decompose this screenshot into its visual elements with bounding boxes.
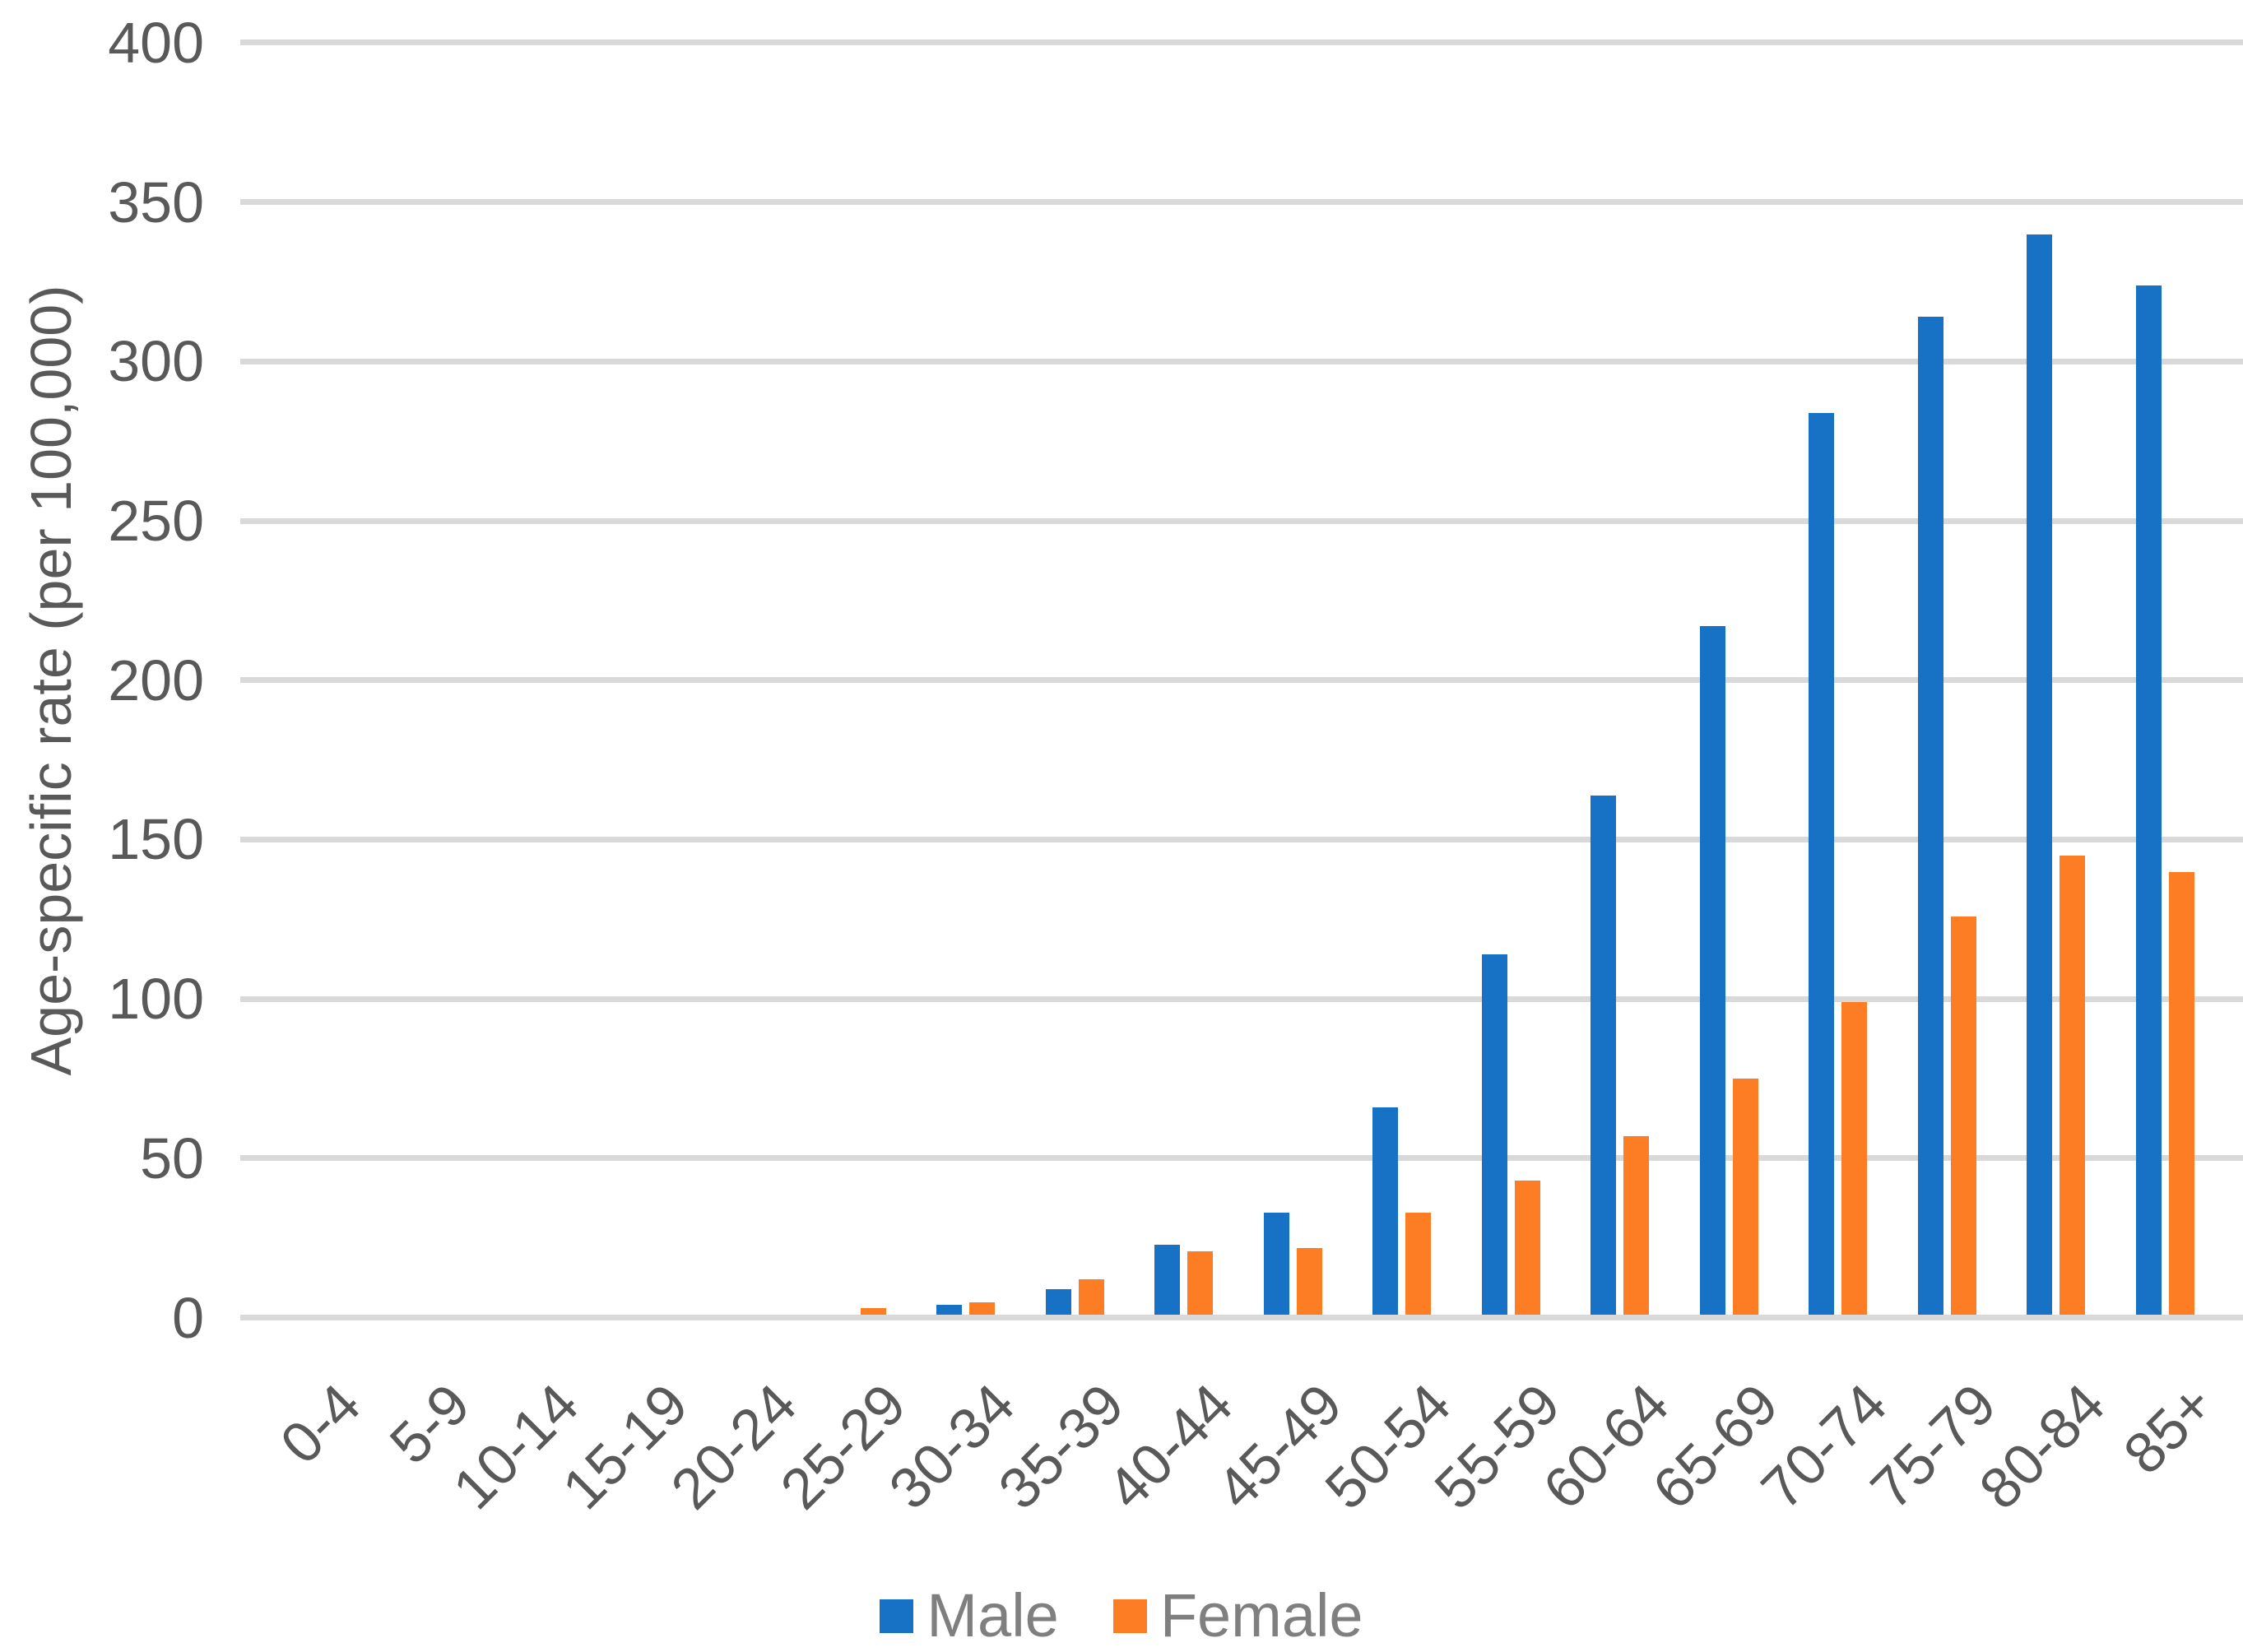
gridline-200 <box>240 677 2243 684</box>
bar-female-50-54 <box>1405 1213 1431 1315</box>
gridline-350 <box>240 199 2243 206</box>
bar-female-70-74 <box>1841 1002 1867 1315</box>
y-tick-label-0: 0 <box>172 1285 204 1350</box>
bar-female-55-59 <box>1514 1181 1540 1315</box>
x-tick-label-75-79: 75-79 <box>1858 1371 2008 1522</box>
male-series-swatch-icon <box>880 1599 914 1633</box>
bar-male-75-79 <box>1917 317 1943 1315</box>
x-tick-label-55-59: 55-59 <box>1422 1371 1572 1522</box>
y-tick-label-200: 200 <box>108 647 204 712</box>
gridline-50 <box>240 1155 2243 1162</box>
bar-female-65-69 <box>1732 1079 1758 1315</box>
bar-female-40-44 <box>1187 1251 1213 1315</box>
y-tick-label-100: 100 <box>108 967 204 1032</box>
legend-item-male: Male <box>880 1578 1059 1652</box>
x-tick-label-60-64: 60-64 <box>1531 1371 1681 1522</box>
legend-item-female: Female <box>1112 1578 1363 1652</box>
bar-male-55-59 <box>1481 954 1507 1315</box>
x-tick-label-0-4: 0-4 <box>268 1371 373 1476</box>
female-series-swatch-icon <box>1112 1599 1147 1633</box>
x-tick-label-70-74: 70-74 <box>1749 1371 1899 1522</box>
gridline-400 <box>240 39 2243 46</box>
bar-male-65-69 <box>1699 626 1725 1315</box>
y-tick-label-400: 400 <box>108 10 204 75</box>
y-tick-label-350: 350 <box>108 169 204 234</box>
gridline-150 <box>240 836 2243 842</box>
bar-female-25-29 <box>860 1308 886 1315</box>
x-tick-label-85+: 85+ <box>2111 1371 2227 1487</box>
bar-female-85+ <box>2168 871 2194 1315</box>
x-tick-label-35-39: 35-39 <box>986 1371 1136 1522</box>
x-tick-label-20-24: 20-24 <box>659 1371 809 1522</box>
x-tick-label-50-54: 50-54 <box>1313 1371 1463 1522</box>
y-tick-label-250: 250 <box>108 489 204 553</box>
x-tick-label-65-69: 65-69 <box>1640 1371 1790 1522</box>
x-tick-label-80-84: 80-84 <box>1967 1371 2117 1522</box>
bar-male-35-39 <box>1045 1289 1071 1315</box>
bar-male-30-34 <box>936 1305 962 1315</box>
gridline-300 <box>240 358 2243 364</box>
bar-female-35-39 <box>1078 1279 1104 1315</box>
legend-label-female: Female <box>1159 1581 1363 1650</box>
bar-male-45-49 <box>1263 1213 1289 1315</box>
x-tick-label-30-34: 30-34 <box>877 1371 1027 1522</box>
gridline-250 <box>240 517 2243 524</box>
x-tick-label-45-49: 45-49 <box>1204 1371 1354 1522</box>
bar-male-40-44 <box>1154 1244 1180 1315</box>
y-tick-label-50: 50 <box>140 1125 204 1190</box>
bar-female-30-34 <box>969 1302 995 1315</box>
legend-label-male: Male <box>926 1581 1059 1650</box>
bar-female-60-64 <box>1623 1136 1649 1315</box>
y-tick-label-300: 300 <box>108 329 204 394</box>
gridline-100 <box>240 995 2243 1002</box>
y-tick-label-150: 150 <box>108 807 204 872</box>
bar-female-45-49 <box>1296 1247 1322 1315</box>
bar-male-60-64 <box>1591 795 1616 1315</box>
bar-male-85+ <box>2135 285 2162 1315</box>
bar-male-50-54 <box>1372 1107 1398 1315</box>
x-tick-label-10-14: 10-14 <box>441 1371 591 1522</box>
gridline-0 <box>240 1315 2243 1320</box>
x-tick-label-15-19: 15-19 <box>550 1371 700 1522</box>
bar-female-75-79 <box>1950 916 1976 1315</box>
bar-male-80-84 <box>2027 234 2052 1315</box>
bar-male-70-74 <box>1809 412 1834 1315</box>
x-tick-label-25-29: 25-29 <box>768 1371 918 1522</box>
bar-female-80-84 <box>2060 856 2085 1315</box>
x-tick-label-40-44: 40-44 <box>1095 1371 1245 1522</box>
legend: Male Female <box>0 1578 2243 1652</box>
y-axis-title: Age-specific rate (per 100,000) <box>19 285 83 1076</box>
